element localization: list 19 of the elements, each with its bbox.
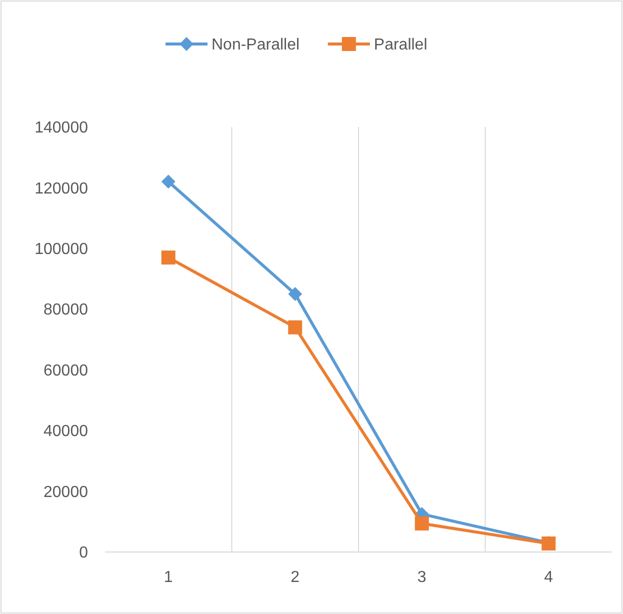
y-tick-label: 140000 (34, 120, 88, 137)
x-tick-label: 2 (290, 569, 300, 586)
point (288, 286, 302, 301)
point (414, 516, 429, 530)
x-tick-label: 1 (164, 569, 173, 586)
y-tick-label: 60000 (44, 362, 88, 380)
legend-label: Parallel (374, 36, 428, 54)
y-tick-label: 20000 (44, 484, 88, 501)
y-tick-label: 100000 (34, 241, 88, 258)
x-tick-label: 4 (544, 569, 554, 586)
point (161, 174, 176, 189)
legend-label: Non-Parallel (212, 36, 300, 54)
y-tick-label: 0 (79, 544, 88, 562)
point (288, 320, 302, 334)
y-tick-label: 80000 (44, 302, 88, 319)
x-tick-label: 3 (417, 569, 426, 586)
y-tick-label: 120000 (34, 180, 88, 198)
y-tick-label: 40000 (44, 423, 88, 440)
point (161, 250, 176, 265)
